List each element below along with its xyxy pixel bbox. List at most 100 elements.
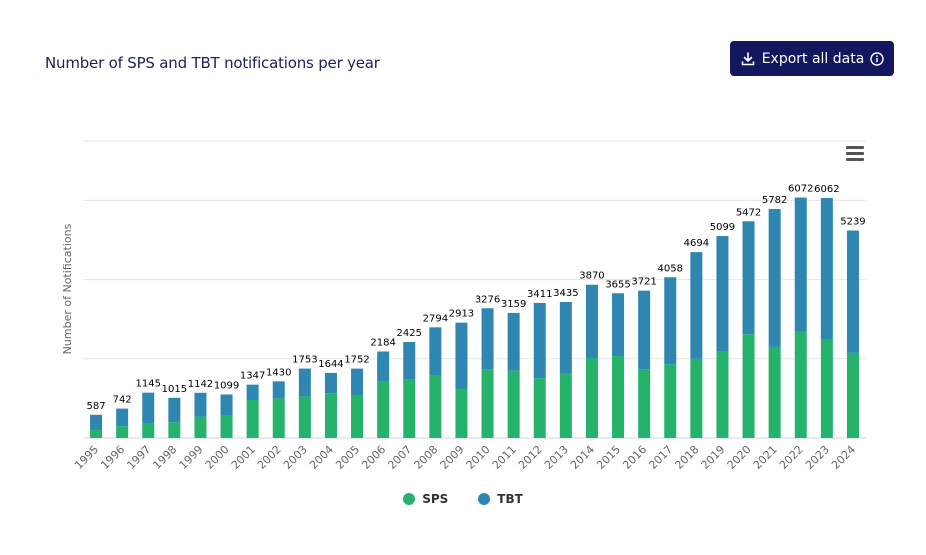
bar-tbt-1995 <box>90 414 103 431</box>
x-tick-label-2020: 2020 <box>725 443 754 472</box>
bar-sps-2000 <box>220 415 233 438</box>
x-tick-label-2009: 2009 <box>438 443 467 472</box>
x-tick-label-2012: 2012 <box>516 443 545 472</box>
x-tick-label-2005: 2005 <box>333 443 362 472</box>
x-tick-label-2008: 2008 <box>411 443 440 472</box>
bar-tbt-2018 <box>690 252 703 359</box>
bar-sps-2007 <box>403 379 416 438</box>
bar-tbt-2022 <box>794 197 807 332</box>
bar-sps-2008 <box>429 375 442 438</box>
data-label-2022: 6072 <box>788 184 813 195</box>
hamburger-menu-icon[interactable] <box>846 146 864 161</box>
bar-tbt-1999 <box>194 392 207 417</box>
data-label-2019: 5099 <box>710 222 735 233</box>
bar-tbt-2021 <box>768 209 781 347</box>
x-tick-label-2015: 2015 <box>594 443 623 472</box>
data-label-2008: 2794 <box>423 313 448 324</box>
legend-label-sps: SPS <box>422 492 449 506</box>
data-label-2013: 3435 <box>553 288 578 299</box>
bar-sps-2022 <box>794 331 807 438</box>
bar-tbt-2013 <box>559 301 572 374</box>
x-tick-label-2022: 2022 <box>777 443 806 472</box>
bar-sps-1998 <box>168 422 181 438</box>
x-tick-label-2006: 2006 <box>359 443 388 472</box>
bar-tbt-2024 <box>846 230 859 353</box>
data-label-2002: 1430 <box>266 367 291 378</box>
data-label-2016: 3721 <box>631 277 656 288</box>
bar-sps-1996 <box>116 426 129 438</box>
bar-tbt-2001 <box>246 384 259 400</box>
data-label-1996: 742 <box>113 395 132 406</box>
bar-tbt-2009 <box>455 322 468 389</box>
x-tick-label-2004: 2004 <box>307 443 336 472</box>
bar-sps-2019 <box>716 351 729 438</box>
x-tick-label-2016: 2016 <box>620 443 649 472</box>
bar-sps-2004 <box>324 393 337 438</box>
data-label-2023: 6062 <box>814 184 839 195</box>
info-icon[interactable] <box>870 51 885 66</box>
legend-label-tbt: TBT <box>497 492 523 506</box>
bar-tbt-2019 <box>716 236 729 352</box>
x-tick-label-2023: 2023 <box>803 443 832 472</box>
x-tick-label-2000: 2000 <box>203 443 232 472</box>
bar-sps-2012 <box>533 378 546 438</box>
data-label-2021: 5782 <box>762 195 787 206</box>
bar-sps-2006 <box>377 380 390 438</box>
legend-item-tbt[interactable]: TBT <box>478 492 523 506</box>
x-tick-label-1996: 1996 <box>98 443 127 472</box>
data-label-2017: 4058 <box>658 263 683 274</box>
bar-sps-2010 <box>481 369 494 438</box>
bar-tbt-2010 <box>481 308 494 370</box>
bar-sps-2009 <box>455 388 468 438</box>
x-tick-label-2024: 2024 <box>829 443 858 472</box>
bar-sps-2017 <box>664 364 677 438</box>
legend-dot-tbt <box>478 493 491 505</box>
y-axis-label: Number of Notifications <box>61 223 74 354</box>
data-label-2000: 1099 <box>214 380 239 391</box>
bar-tbt-2011 <box>507 312 520 371</box>
chart-legend: SPS TBT <box>0 492 926 506</box>
bar-sps-2005 <box>351 395 364 438</box>
data-label-2003: 1753 <box>292 355 317 366</box>
data-label-2015: 3655 <box>605 279 630 290</box>
data-label-2009: 2913 <box>449 309 474 320</box>
x-tick-label-2011: 2011 <box>490 443 519 472</box>
x-tick-label-2019: 2019 <box>699 443 728 472</box>
bar-tbt-2016 <box>638 290 651 370</box>
x-tick-label-2013: 2013 <box>542 443 571 472</box>
bar-sps-2002 <box>272 398 285 438</box>
data-label-2010: 3276 <box>475 294 500 305</box>
bar-tbt-2015 <box>612 293 625 357</box>
data-label-2007: 2425 <box>397 328 422 339</box>
data-label-2024: 5239 <box>840 217 865 228</box>
data-label-2004: 1644 <box>318 359 343 370</box>
data-label-1999: 1142 <box>188 379 213 390</box>
data-label-2020: 5472 <box>736 207 761 218</box>
data-label-2006: 2184 <box>370 338 395 349</box>
bar-sps-2024 <box>846 352 859 438</box>
bar-sps-1999 <box>194 416 207 438</box>
x-tick-label-2007: 2007 <box>385 443 414 472</box>
bar-tbt-2012 <box>533 302 546 379</box>
export-button-label: Export all data <box>761 50 865 67</box>
legend-dot-sps <box>403 493 416 505</box>
bar-tbt-2004 <box>324 372 337 394</box>
data-label-1998: 1015 <box>162 384 187 395</box>
bar-tbt-2017 <box>664 277 677 365</box>
x-tick-label-2001: 2001 <box>229 443 258 472</box>
bar-tbt-2008 <box>429 327 442 376</box>
bar-tbt-2005 <box>351 368 364 396</box>
bar-tbt-2006 <box>377 351 390 381</box>
bar-tbt-1998 <box>168 397 181 423</box>
bar-sps-2018 <box>690 358 703 438</box>
legend-item-sps[interactable]: SPS <box>403 492 448 506</box>
export-all-data-button[interactable]: Export all data <box>730 41 894 76</box>
bar-tbt-2003 <box>298 368 311 397</box>
bar-sps-2016 <box>638 369 651 438</box>
bar-tbt-2002 <box>272 381 285 399</box>
bar-sps-2023 <box>820 339 833 438</box>
x-tick-label-1995: 1995 <box>72 443 101 472</box>
data-label-2005: 1752 <box>344 355 369 366</box>
download-icon <box>740 51 756 67</box>
